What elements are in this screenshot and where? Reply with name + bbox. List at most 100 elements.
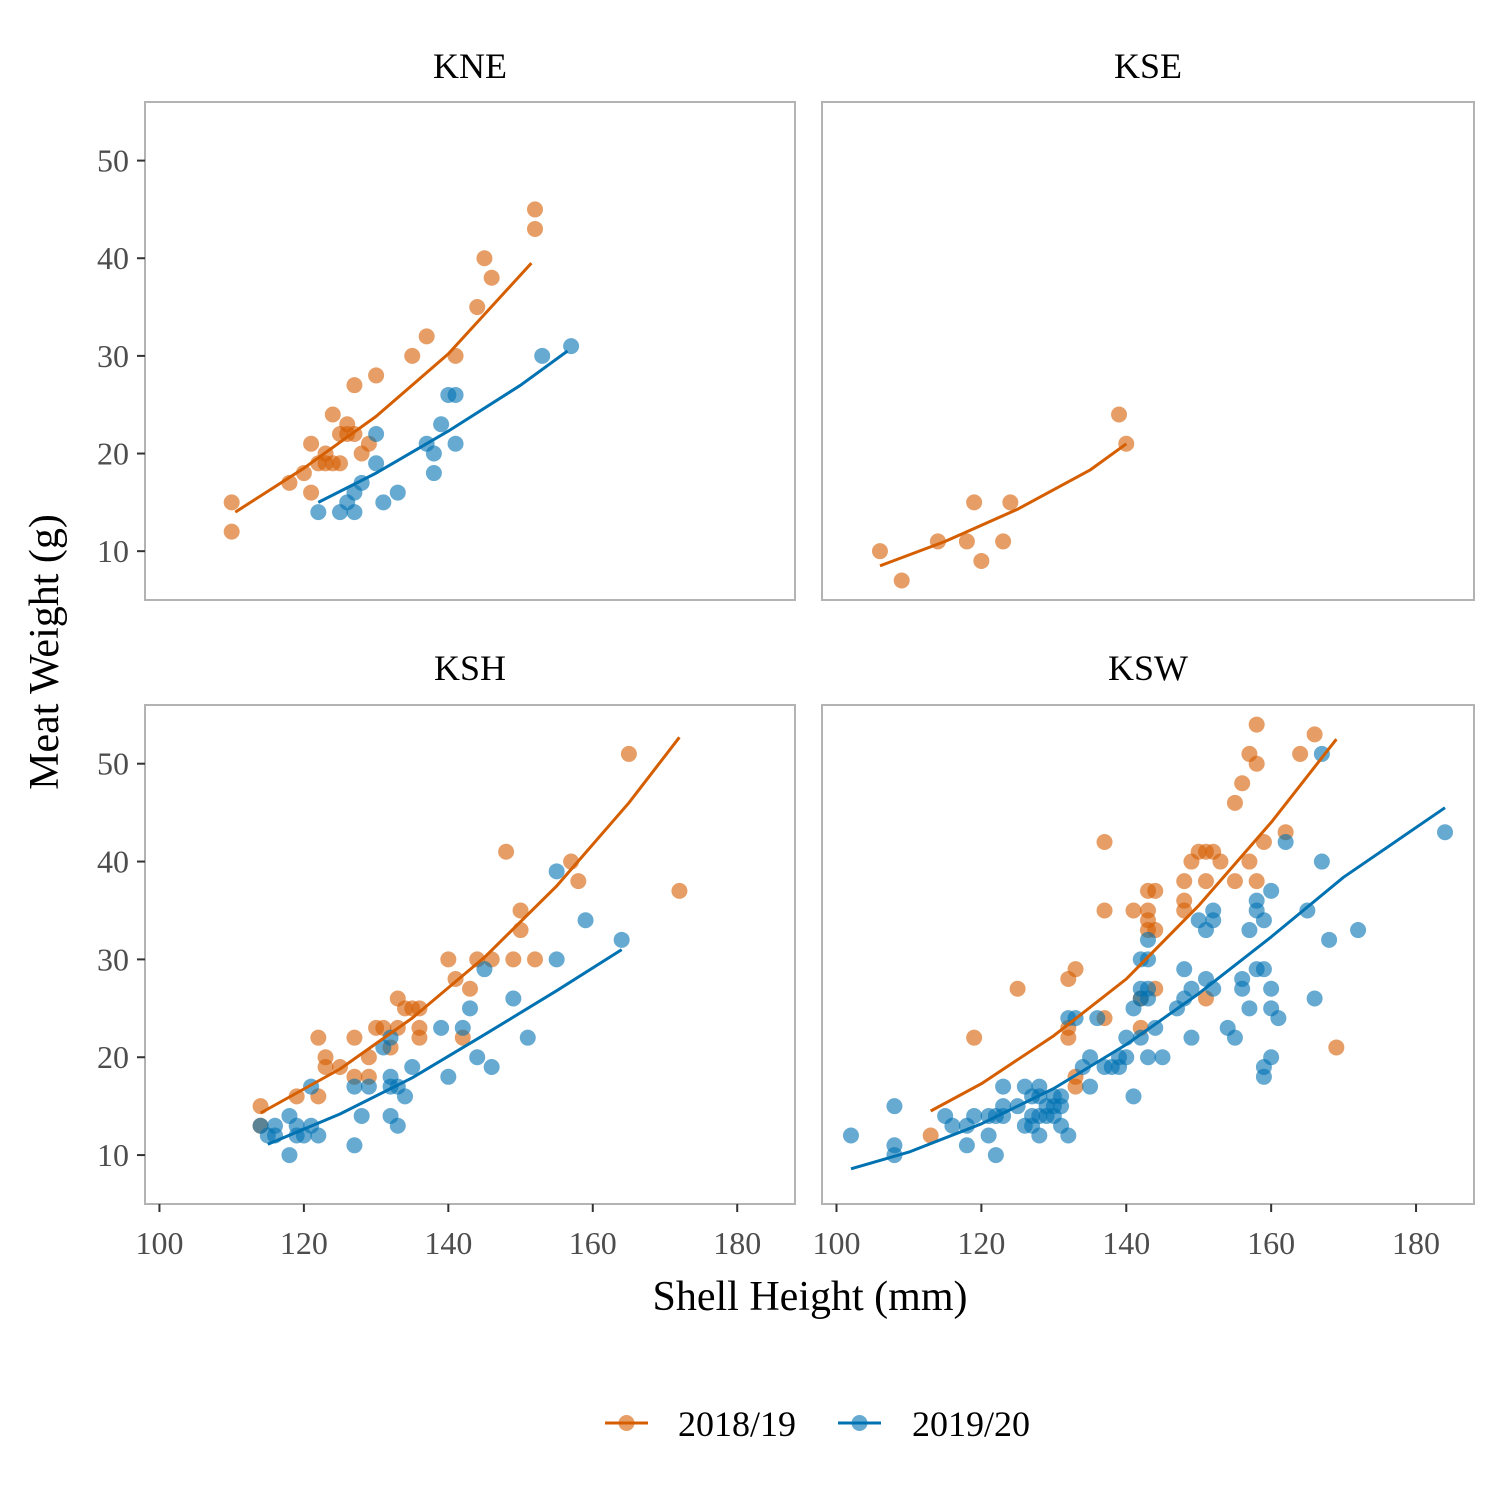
data-point-2019-20 xyxy=(469,1049,486,1066)
data-point-2018-19 xyxy=(995,533,1012,550)
x-tick-label: 140 xyxy=(424,1225,472,1261)
data-point-2018-19 xyxy=(440,951,457,968)
x-axis-title: Shell Height (mm) xyxy=(653,1274,968,1320)
data-point-2019-20 xyxy=(1132,1029,1149,1046)
data-point-2018-19 xyxy=(303,435,320,452)
data-point-2019-20 xyxy=(1299,902,1316,919)
data-point-2019-20 xyxy=(1140,951,1156,968)
data-point-2019-20 xyxy=(404,1059,421,1076)
data-point-2018-19 xyxy=(1096,902,1113,919)
x-tick-label: 180 xyxy=(1392,1225,1440,1261)
x-tick-label: 160 xyxy=(1247,1225,1295,1261)
fit-line-2019-20 xyxy=(267,948,623,1146)
data-point-2018-19 xyxy=(462,980,478,997)
data-point-2019-20 xyxy=(1140,931,1156,948)
legend-key-point xyxy=(618,1415,635,1431)
data-point-2019-20 xyxy=(1154,1049,1171,1066)
data-point-2019-20 xyxy=(944,1117,961,1134)
data-point-2019-20 xyxy=(1226,1029,1243,1046)
data-point-2018-19 xyxy=(922,1127,939,1144)
data-point-2018-19 xyxy=(368,367,385,384)
data-point-2019-20 xyxy=(1140,990,1156,1007)
data-point-2019-20 xyxy=(842,1127,859,1144)
panel-kse: KSE xyxy=(821,46,1475,601)
data-point-2018-19 xyxy=(1176,873,1193,890)
data-point-2018-19 xyxy=(512,902,529,919)
y-tick-label: 10 xyxy=(97,533,129,569)
x-tick-label: 160 xyxy=(569,1225,617,1261)
data-point-2019-20 xyxy=(1205,912,1222,929)
data-point-2019-20 xyxy=(346,1137,363,1154)
data-point-2018-19 xyxy=(512,922,529,939)
data-point-2019-20 xyxy=(1350,922,1367,939)
data-point-2019-20 xyxy=(1183,1029,1200,1046)
data-point-2019-20 xyxy=(1437,824,1454,841)
data-point-2019-20 xyxy=(1031,1127,1048,1144)
data-point-2019-20 xyxy=(447,435,464,452)
data-point-2019-20 xyxy=(1306,990,1323,1007)
y-tick-label: 20 xyxy=(97,1039,129,1075)
legend-item-2019-20: 2019/20 xyxy=(838,1404,1030,1444)
data-point-2018-19 xyxy=(303,484,320,501)
legend: 2018/19 2019/20 xyxy=(605,1404,1030,1444)
data-point-2019-20 xyxy=(476,961,493,978)
data-point-2019-20 xyxy=(462,1000,478,1017)
data-point-2018-19 xyxy=(505,951,522,968)
data-point-2019-20 xyxy=(483,1059,500,1076)
data-point-2019-20 xyxy=(1060,1127,1077,1144)
data-point-2019-20 xyxy=(505,990,522,1007)
data-point-2018-19 xyxy=(324,406,341,423)
data-point-2019-20 xyxy=(1053,1098,1070,1115)
data-point-2018-19 xyxy=(1067,961,1084,978)
panel-title: KNE xyxy=(433,46,507,86)
data-point-2018-19 xyxy=(310,1029,327,1046)
data-point-2019-20 xyxy=(433,1019,450,1036)
legend-item-2018-19: 2018/19 xyxy=(605,1404,796,1444)
data-point-2019-20 xyxy=(433,416,450,433)
data-point-2018-19 xyxy=(483,269,500,286)
data-point-2018-19 xyxy=(1255,833,1272,850)
data-point-2019-20 xyxy=(1270,1010,1287,1027)
data-point-2019-20 xyxy=(1241,922,1258,939)
data-point-2018-19 xyxy=(1292,745,1309,762)
data-point-2018-19 xyxy=(1111,406,1128,423)
data-point-2018-19 xyxy=(671,882,688,899)
data-point-2019-20 xyxy=(310,1127,327,1144)
data-point-2018-19 xyxy=(1197,873,1214,890)
data-point-2019-20 xyxy=(1089,1010,1106,1027)
panel-ksh: KSH 10 20 30 40 50 100 120 140 160 180 xyxy=(97,648,796,1261)
y-axis-title: Meat Weight (g) xyxy=(22,514,68,790)
data-point-2019-20 xyxy=(534,347,551,364)
data-point-2019-20 xyxy=(1140,1049,1156,1066)
panel-border xyxy=(821,101,1475,601)
data-point-2019-20 xyxy=(1255,961,1272,978)
data-point-2019-20 xyxy=(1277,833,1294,850)
data-point-2018-19 xyxy=(476,250,493,267)
data-point-2018-19 xyxy=(1241,853,1258,870)
data-point-2018-19 xyxy=(1248,873,1265,890)
data-point-2018-19 xyxy=(966,1029,983,1046)
panel-title: KSW xyxy=(1108,648,1188,688)
fit-line-2019-20 xyxy=(317,349,569,504)
panel-ksw: KSW 100 120 140 160 180 xyxy=(812,648,1475,1261)
data-point-2019-20 xyxy=(368,455,385,472)
data-point-2019-20 xyxy=(1147,1019,1164,1036)
data-point-2018-19 xyxy=(1147,882,1164,899)
data-point-2018-19 xyxy=(317,1059,334,1076)
y-tick-label: 50 xyxy=(97,143,129,179)
panel-kne: KNE 10 20 30 40 50 xyxy=(97,46,796,601)
data-point-2018-19 xyxy=(958,533,975,550)
legend-key-point xyxy=(851,1415,868,1431)
data-point-2018-19 xyxy=(404,347,421,364)
data-point-2019-20 xyxy=(360,1078,377,1095)
x-tick-label: 100 xyxy=(135,1225,183,1261)
data-point-2019-20 xyxy=(1082,1078,1099,1095)
y-tick-label: 30 xyxy=(97,338,129,374)
data-point-2019-20 xyxy=(440,1068,457,1085)
data-point-2018-19 xyxy=(1306,726,1323,743)
data-point-2018-19 xyxy=(1125,902,1142,919)
data-point-2019-20 xyxy=(346,504,363,521)
fit-line-2018-19 xyxy=(929,738,1338,1113)
data-point-2018-19 xyxy=(1009,980,1026,997)
